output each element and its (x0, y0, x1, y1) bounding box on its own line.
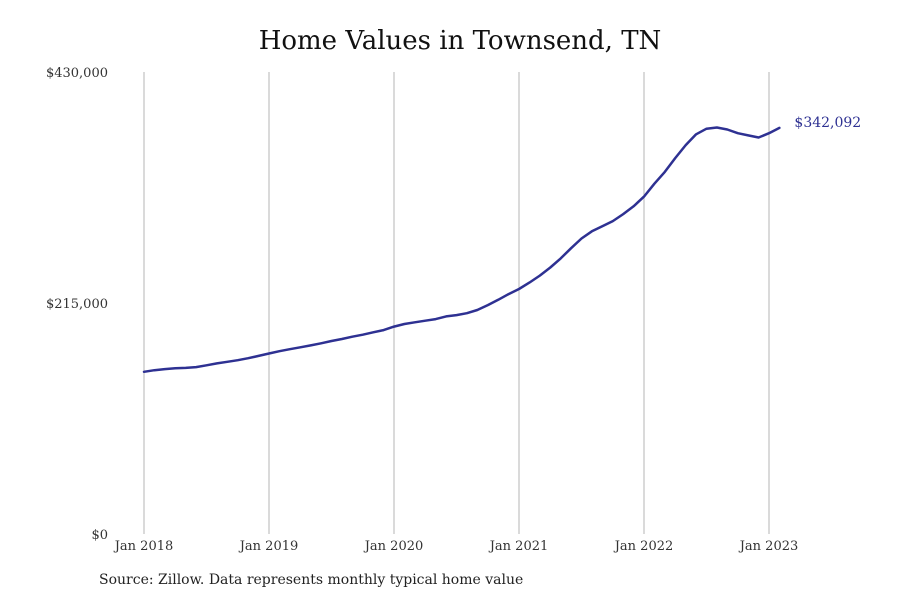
chart-title: Home Values in Townsend, TN (258, 26, 662, 56)
end-value-label: $342,092 (794, 115, 861, 131)
x-tick-label: Jan 2020 (363, 539, 424, 554)
series-layer: $342,092 (142, 115, 861, 374)
y-tick-label: $430,000 (46, 66, 108, 81)
x-tick-label: Jan 2022 (613, 539, 674, 554)
x-tick-label: Jan 2018 (113, 539, 174, 554)
x-axis-ticks: Jan 2018 Jan 2019 Jan 2020 Jan 2021 Jan 2022… (113, 539, 799, 554)
gridlines (143, 72, 770, 534)
x-tick-label: Jan 2023 (738, 539, 799, 554)
y-tick-label: $0 (91, 528, 108, 543)
series-line-0 (142, 126, 781, 374)
source-note: Source: Zillow. Data represents monthly … (99, 572, 524, 588)
y-tick-label: $215,000 (46, 297, 108, 312)
x-tick-label: Jan 2021 (488, 539, 549, 554)
x-tick-label: Jan 2019 (238, 539, 299, 554)
y-axis-ticks: $0 $215,000 $430,000 (46, 66, 108, 543)
